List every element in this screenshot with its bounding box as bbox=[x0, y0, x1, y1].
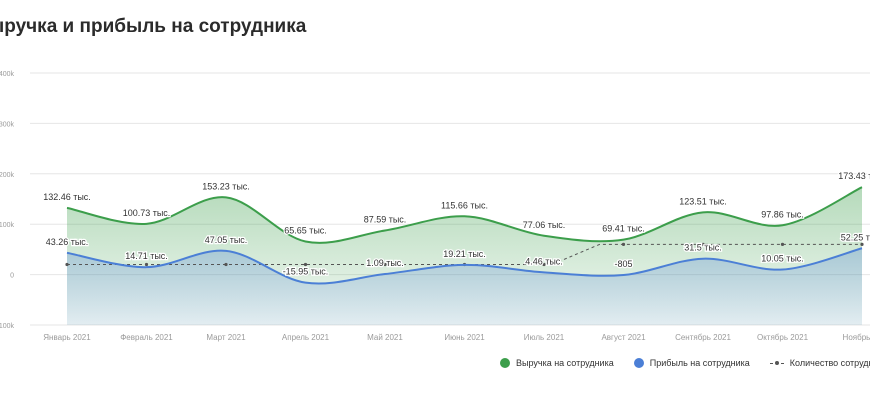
revenue-data-label: 65.65 тыс. bbox=[284, 226, 327, 236]
revenue-data-label: 132.46 тыс. bbox=[43, 192, 91, 202]
y-tick-label: 0 bbox=[10, 273, 14, 280]
y-tick-label: 400k bbox=[0, 71, 14, 78]
employees-point bbox=[65, 262, 69, 267]
profit-data-label: -15.95 тыс. bbox=[283, 267, 329, 277]
employees-point bbox=[224, 262, 228, 267]
legend-item-employees[interactable]: Количество сотрудн bbox=[769, 358, 870, 368]
legend-employees-label: Количество сотрудн bbox=[789, 358, 870, 368]
revenue-data-label: 87.59 тыс. bbox=[364, 214, 407, 224]
areas bbox=[67, 187, 862, 325]
revenue-data-label: 115.66 тыс. bbox=[441, 200, 488, 210]
legend-revenue-label: Выручка на сотрудника bbox=[516, 358, 614, 368]
x-tick-label: Октябрь 2021 bbox=[757, 333, 809, 342]
employees-point bbox=[860, 242, 864, 246]
employees-point bbox=[621, 242, 626, 246]
employees-point bbox=[780, 242, 785, 246]
profit-data-label: 1.09 тыс. bbox=[366, 258, 404, 268]
revenue-data-label: 100.73 тыс. bbox=[123, 208, 171, 218]
revenue-line bbox=[66, 186, 863, 244]
revenue-data-label: 77.06 тыс. bbox=[523, 220, 566, 230]
chart-title: ыручка и прибыль на сотрудника bbox=[0, 16, 307, 37]
employees-point bbox=[701, 242, 705, 246]
profit-data-label: 52.25 тыс. bbox=[841, 232, 870, 242]
legend-profit-marker bbox=[633, 358, 644, 368]
profit-data-label: 31.5 тыс. bbox=[684, 243, 722, 253]
profit-data-label: 14.71 тыс. bbox=[125, 251, 168, 261]
x-tick-label: Февраль 2021 bbox=[120, 333, 173, 342]
employees-point bbox=[383, 262, 387, 267]
profit-data-label: -805 bbox=[614, 259, 632, 269]
x-tick-label: Сентябрь 2021 bbox=[675, 333, 731, 342]
series-lines bbox=[65, 186, 864, 285]
employees-point bbox=[144, 262, 149, 267]
profit-line bbox=[66, 247, 863, 285]
legend-item-profit[interactable]: Прибыль на сотрудника bbox=[633, 358, 750, 368]
revenue-data-label: 173.43 тыс. bbox=[838, 171, 870, 181]
employees-point bbox=[542, 262, 546, 267]
revenue-data-label: 123.51 тыс. bbox=[679, 196, 727, 206]
profit-data-label: 43.26 тыс. bbox=[46, 237, 89, 247]
y-tick-label: 100k bbox=[0, 222, 14, 229]
profit-data-label: 10.05 тыс. bbox=[761, 254, 804, 264]
employees-point bbox=[303, 262, 308, 267]
axis-labels: -100k 0 100k 200k 300k 400k Январь 2021 Февраль… bbox=[0, 71, 870, 342]
legend: Выручка на сотрудника Прибыль на сотрудн… bbox=[500, 355, 870, 371]
legend-employees-marker bbox=[769, 360, 784, 365]
revenue-data-label: 69.41 тыс. bbox=[602, 224, 645, 234]
data-labels: 132.46 тыс. 100.73 тыс. 153.23 тыс. 65.65 т… bbox=[42, 170, 870, 278]
x-tick-label: Май 2021 bbox=[367, 333, 403, 342]
profit-data-label: 47.05 тыс. bbox=[205, 235, 248, 245]
revenue-data-label: 97.86 тыс. bbox=[761, 209, 804, 219]
y-tick-label: -100k bbox=[0, 323, 14, 330]
x-tick-label: Август 2021 bbox=[601, 333, 646, 342]
profit-data-label: 4.46 тыс. bbox=[525, 256, 563, 266]
revenue-data-label: 153.23 тыс. bbox=[202, 181, 250, 191]
legend-profit-label: Прибыль на сотрудника bbox=[649, 358, 750, 368]
x-tick-label: Март 2021 bbox=[206, 333, 246, 342]
legend-revenue-marker bbox=[500, 358, 510, 368]
profit-area bbox=[67, 248, 862, 325]
x-tick-label: Январь 2021 bbox=[43, 333, 91, 342]
profit-data-label: 19.21 тыс. bbox=[443, 249, 486, 259]
x-tick-label: Ноябрь 20 bbox=[843, 333, 870, 342]
y-tick-label: 200k bbox=[0, 172, 14, 179]
y-tick-label: 300k bbox=[0, 121, 14, 128]
x-tick-label: Июнь 2021 bbox=[444, 333, 485, 342]
legend-item-revenue[interactable]: Выручка на сотрудника bbox=[500, 358, 614, 368]
x-tick-label: Апрель 2021 bbox=[282, 333, 330, 342]
x-tick-label: Июль 2021 bbox=[524, 333, 565, 342]
